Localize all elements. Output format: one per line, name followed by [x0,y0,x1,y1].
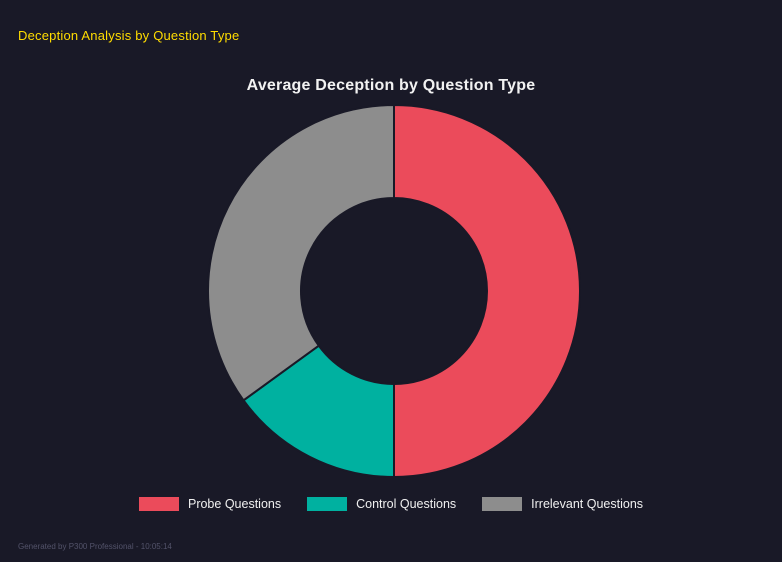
legend-swatch [138,497,179,511]
legend-label: Control Questions [356,497,457,511]
legend-item-probe-questions[interactable]: Probe Questions [138,497,282,511]
legend-item-control-questions[interactable]: Control Questions [307,497,456,511]
legend-swatch [307,497,348,511]
legend-label: Irrelevant Questions [531,497,644,511]
donut-chart [207,103,581,479]
donut-chart-container [204,101,584,481]
chart-legend: Probe Questions Control Questions Irrele… [0,497,782,511]
legend-label: Probe Questions [187,497,282,511]
donut-slice-control-questions[interactable] [242,344,395,479]
legend-swatch [482,497,523,511]
page-title: Deception Analysis by Question Type [18,28,240,43]
chart-title: Average Deception by Question Type [246,77,536,94]
legend-item-irrelevant-questions[interactable]: Irrelevant Questions [482,497,643,511]
donut-slice-irrelevant-questions[interactable] [207,103,395,402]
donut-slice-probe-questions[interactable] [393,103,581,479]
footer-status-text: Generated by P300 Professional - 10:05:1… [18,542,172,551]
